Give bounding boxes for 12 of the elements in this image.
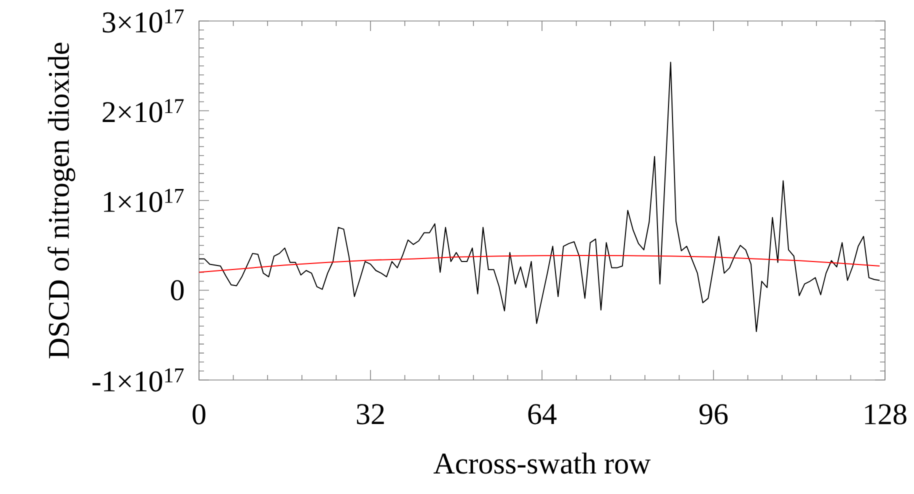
y-tick-label: -1×10$^{17}$ bbox=[92, 368, 184, 392]
x-tick-label: 64 bbox=[528, 404, 557, 424]
x-tick-label: 96 bbox=[699, 404, 728, 424]
y-tick-label: 2×10$^{17}$ bbox=[102, 99, 184, 122]
y-tick-label: 0 bbox=[170, 280, 184, 300]
y-tick-label: 3×10$^{17}$ bbox=[102, 9, 184, 33]
y-tick-label: 1×10$^{17}$ bbox=[104, 188, 184, 212]
x-axis-title: Across-swath row bbox=[434, 452, 651, 474]
x-tick-label: 0 bbox=[192, 404, 206, 424]
x-tick-label: 32 bbox=[356, 404, 384, 424]
x-tick-label: 128 bbox=[865, 404, 906, 424]
y-axis-title: DSCD of nitrogen dioxide bbox=[48, 42, 76, 358]
